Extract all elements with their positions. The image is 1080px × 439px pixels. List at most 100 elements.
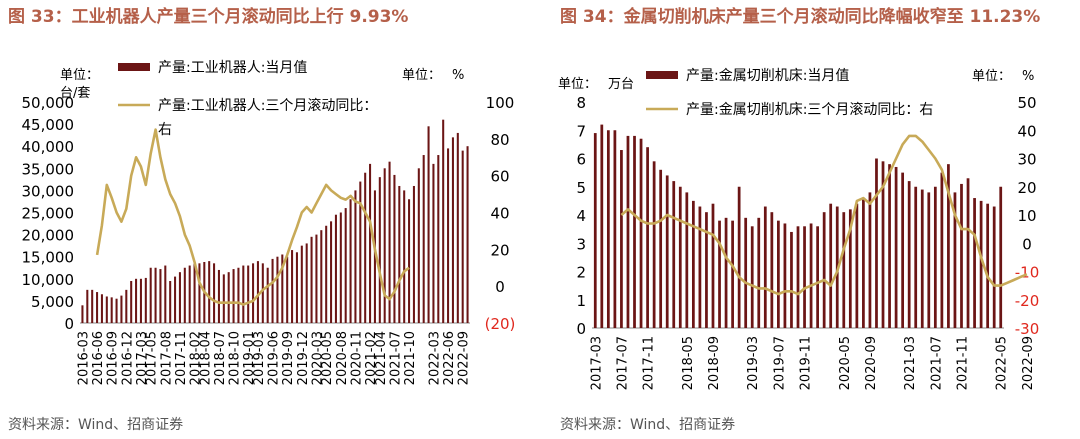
y-right-tick-label: 40 (1017, 122, 1036, 140)
bar (888, 164, 891, 328)
bar (816, 226, 819, 328)
x-tick-label: 2017-07 (615, 336, 630, 390)
bar (646, 147, 649, 328)
legend-swatch-bar (118, 63, 150, 71)
bar (953, 192, 957, 328)
x-tick-label: 2021-02 (364, 331, 379, 385)
bar (914, 186, 918, 328)
y-left-tick-label: 1 (576, 292, 586, 310)
bar (652, 161, 656, 328)
bar (354, 190, 357, 323)
bar (999, 186, 1003, 328)
bar (198, 263, 201, 323)
legend-swatch-bar (646, 71, 678, 79)
series-line (620, 134, 1028, 296)
bar (966, 178, 970, 328)
bar (933, 186, 937, 328)
left-unit-value: 台/套 (60, 85, 90, 101)
x-tick-label: 2019-12 (296, 331, 311, 385)
bar (115, 298, 118, 323)
x-tick-label: 2017-03 (135, 331, 150, 385)
bar (606, 130, 610, 328)
bar (783, 223, 787, 328)
bar (432, 163, 435, 323)
bar (456, 132, 459, 323)
bar (790, 231, 793, 328)
x-tick-label: 2020-11 (349, 331, 364, 385)
bar (252, 263, 255, 323)
y-right-tick-label: 50 (1017, 94, 1036, 112)
x-tick-label: 2019-11 (799, 336, 814, 390)
x-tick-label: 2016-06 (91, 331, 106, 385)
series-line (95, 128, 410, 306)
x-tick-label: 2019-06 (267, 331, 282, 385)
bar (691, 200, 695, 328)
bar (247, 265, 250, 323)
bar (907, 181, 911, 328)
bar (139, 278, 142, 323)
chart-panel-machine-tools: 图 34：金属切削机床产量三个月滚动同比降幅收窄至 11.23% 0 1 2 3 4 5 6… (552, 0, 1080, 439)
bar (144, 277, 147, 323)
bar (437, 155, 440, 323)
bar (364, 172, 367, 323)
bar (130, 281, 133, 323)
y-left-tick-label: 40,000 (22, 138, 75, 156)
y-right-tick-label: 60 (490, 168, 509, 186)
chart-title: 图 34：金属切削机床产量三个月滚动同比降幅收窄至 11.23% (560, 7, 1041, 27)
bar (881, 161, 885, 328)
bar (451, 137, 454, 323)
y-left-tick-label: 35,000 (22, 160, 75, 178)
bar (261, 263, 264, 323)
y-left-tick-label: 15,000 (22, 249, 75, 267)
x-tick-label: 2016-12 (120, 331, 135, 385)
y-left-tick-label: 4 (576, 207, 586, 225)
bar (639, 138, 643, 328)
x-tick-label: 2019-03 (252, 331, 267, 385)
bar (757, 217, 761, 328)
bar (242, 265, 245, 323)
bar (291, 250, 294, 323)
x-tick-label: 2022-03 (427, 331, 442, 385)
y-left-tick-label: 10,000 (22, 271, 75, 289)
x-tick-label: 2019-09 (281, 331, 296, 385)
bar (388, 161, 391, 323)
bar (461, 150, 464, 323)
bar (105, 296, 108, 323)
x-tick-label: 2020-05 (838, 336, 853, 390)
source-note: 资料来源：Wind、招商证券 (8, 417, 184, 433)
chart-title: 图 33：工业机器人产量三个月滚动同比上行 9.93% (8, 7, 409, 27)
bar (149, 267, 152, 323)
right-unit-value: % (452, 68, 464, 83)
bar (894, 166, 898, 328)
right-unit-label: 单位： (402, 68, 441, 83)
bar (315, 234, 318, 323)
y-left-tick-label: 25,000 (22, 205, 75, 223)
chart-panel-robots: 图 33：工业机器人产量三个月滚动同比上行 9.93% 0 5,000 10,000… (8, 7, 515, 433)
bar (100, 294, 103, 323)
x-tick-label: 2022-05 (995, 336, 1010, 390)
bar (862, 198, 865, 328)
bar (711, 203, 715, 328)
x-tick-label: 2018-10 (228, 331, 243, 385)
bar (300, 245, 303, 323)
bar (178, 272, 181, 323)
x-tick-label: 2022-09 (1021, 336, 1036, 390)
bar (188, 265, 191, 323)
bar (698, 206, 702, 328)
bar (947, 164, 950, 328)
bar (373, 190, 376, 323)
bar (633, 135, 636, 328)
bar (320, 230, 323, 323)
bar (281, 254, 284, 323)
bar (842, 212, 846, 328)
x-tick-label: 2020-05 (320, 331, 335, 385)
bar (330, 221, 333, 323)
bar (940, 172, 944, 328)
bar (344, 208, 347, 323)
bar (349, 199, 352, 323)
x-tick-label: 2018-05 (681, 336, 696, 390)
bar (417, 168, 420, 323)
y-left-tick-label: 8 (576, 94, 586, 112)
x-tick-label: 2018-02 (189, 331, 204, 385)
